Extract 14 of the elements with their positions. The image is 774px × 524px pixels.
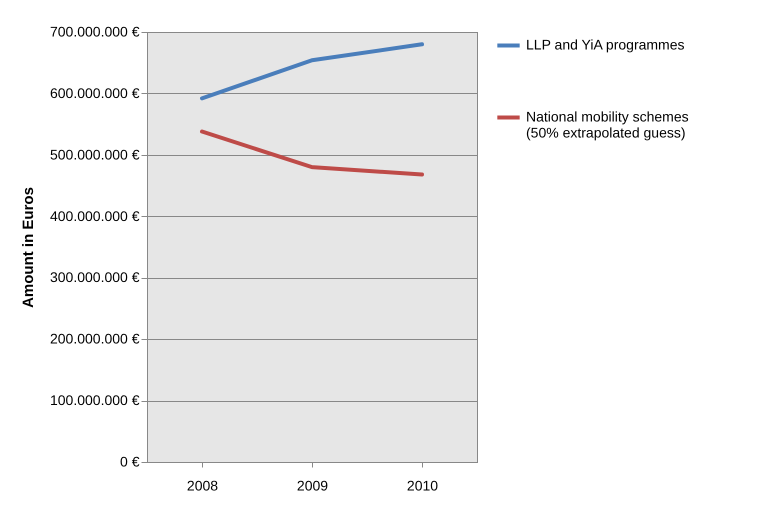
x-tick-label: 2010	[406, 478, 438, 494]
y-tick-label: 0 €	[120, 454, 140, 470]
x-tick-label: 2009	[296, 478, 328, 494]
y-axis-title: Amount in Euros	[20, 187, 37, 308]
y-tick-label: 200.000.000 €	[50, 330, 140, 347]
y-tick-label: 700.000.000 €	[50, 24, 140, 40]
y-tick-label: 100.000.000 €	[50, 392, 140, 408]
y-tick-label: 500.000.000 €	[50, 146, 140, 162]
y-tick-label: 300.000.000 €	[50, 269, 140, 286]
legend-label: National mobility schemes (50% extrapolated guess)	[526, 108, 689, 140]
y-tick-label: 600.000.000 €	[50, 84, 140, 101]
x-tick-label: 2008	[186, 478, 218, 494]
legend-label: LLP and YiA programmes	[526, 36, 685, 52]
y-tick-label: 400.000.000 €	[50, 208, 140, 224]
